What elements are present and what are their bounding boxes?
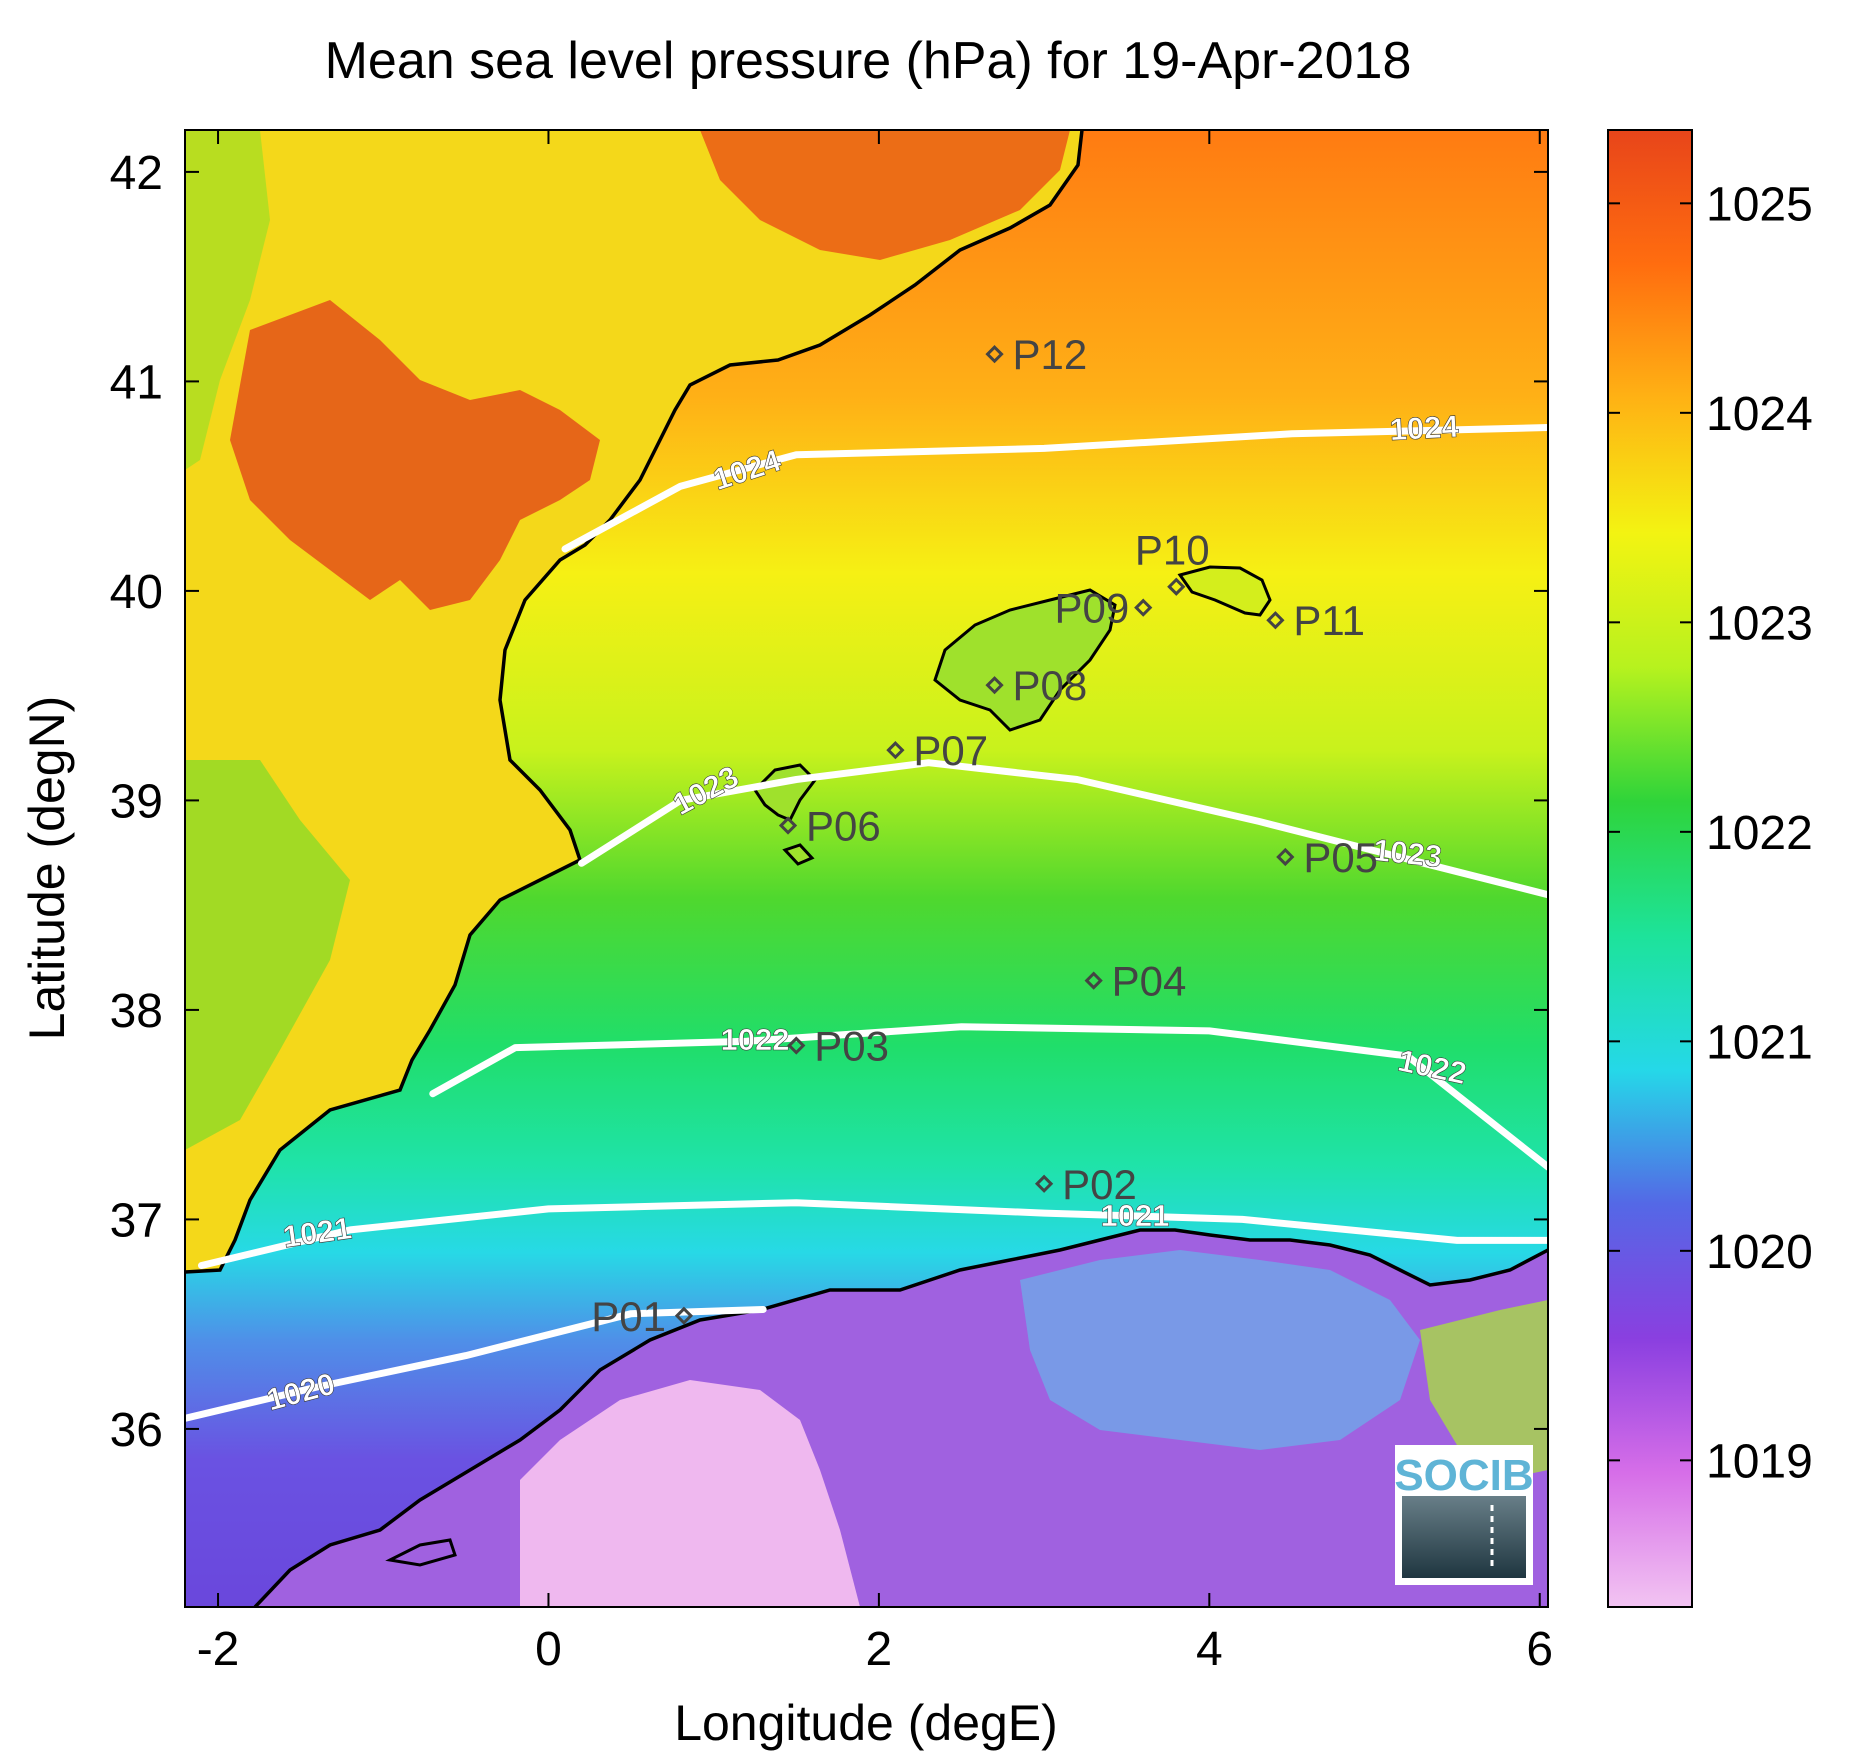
station-label: P10 xyxy=(1135,527,1210,574)
y-tick-label: 36 xyxy=(110,1404,163,1457)
isobar-line xyxy=(198,1199,1548,1269)
land-africa-lowest xyxy=(520,1380,860,1607)
colorbar xyxy=(1607,129,1693,1608)
station-label: P12 xyxy=(1013,331,1088,378)
x-axis-ticks: -2 0 2 4 6 xyxy=(197,130,1553,1676)
station-label: P05 xyxy=(1303,834,1378,881)
isobar-label: 1023 xyxy=(1371,832,1443,874)
island-alboran-like xyxy=(385,1538,457,1567)
station-marker xyxy=(985,345,1004,364)
y-tick-label: 39 xyxy=(110,775,163,828)
station-marker xyxy=(1266,611,1285,630)
station-marker xyxy=(1134,598,1153,617)
station-marker xyxy=(778,816,798,835)
x-tick-label: 2 xyxy=(866,1623,893,1676)
station-marker xyxy=(674,1306,694,1325)
y-axis-label: Latitude (degN) xyxy=(19,696,75,1041)
colorbar-ticks: 1019 1020 1021 1022 1023 1024 1025 xyxy=(1608,178,1813,1488)
y-axis-ticks: 36 37 38 39 40 41 42 xyxy=(110,147,1548,1457)
station-label: P07 xyxy=(913,727,988,774)
isobar-label: 1024 xyxy=(1389,409,1460,448)
isobar-label: 1022 xyxy=(720,1022,789,1057)
land-africa-green xyxy=(1420,1300,1548,1480)
station-marker xyxy=(1276,847,1295,867)
colorbar-tick-label: 1025 xyxy=(1706,178,1813,231)
station-label: P02 xyxy=(1062,1161,1137,1208)
colorbar-tick-label: 1019 xyxy=(1706,1435,1813,1488)
island-mallorca xyxy=(933,588,1117,732)
island-menorca xyxy=(1177,565,1272,617)
station-label: P09 xyxy=(1054,585,1129,632)
colorbar-tick-label: 1021 xyxy=(1706,1016,1813,1069)
station-marker xyxy=(985,676,1004,695)
x-tick-label: 6 xyxy=(1526,1623,1553,1676)
station-label: P08 xyxy=(1013,662,1088,709)
y-tick-label: 38 xyxy=(110,985,163,1038)
station-label: P06 xyxy=(806,803,881,850)
land-iberia-south xyxy=(185,760,350,1150)
colorbar-tick-label: 1022 xyxy=(1706,807,1813,860)
isobar-line xyxy=(578,759,1548,899)
station-label: P01 xyxy=(591,1293,666,1340)
station-marker xyxy=(1084,971,1103,990)
x-axis-label: Longitude (degE) xyxy=(674,1695,1058,1751)
plot-frame xyxy=(184,129,1549,1608)
x-tick-label: 4 xyxy=(1196,1623,1223,1676)
isobar-line xyxy=(429,1023,1548,1171)
isobar-line xyxy=(185,1306,767,1422)
station-marker xyxy=(886,741,905,760)
island-formentera xyxy=(782,843,815,866)
isobar-label: 1021 xyxy=(1100,1198,1169,1233)
isobar-line xyxy=(561,424,1548,553)
land-iberia-west xyxy=(185,130,270,470)
station-marker xyxy=(1034,1174,1054,1193)
land-iberia-north xyxy=(700,130,1070,260)
x-tick-label: -2 xyxy=(197,1623,240,1676)
land-iberia-highlands xyxy=(230,300,600,610)
station-label: P03 xyxy=(814,1023,889,1070)
y-tick-label: 37 xyxy=(110,1194,163,1247)
station-label: P04 xyxy=(1112,958,1187,1005)
colorbar-tick-label: 1023 xyxy=(1706,597,1813,650)
coastline-iberia xyxy=(185,130,1084,1274)
socib-logo: SOCIB xyxy=(1394,1445,1534,1585)
isobar-label: 1021 xyxy=(281,1210,354,1254)
chart-title: Mean sea level pressure (hPa) for 19-Apr… xyxy=(325,32,1412,90)
y-tick-label: 41 xyxy=(110,356,163,409)
y-tick-label: 40 xyxy=(110,566,163,619)
colorbar-tick-label: 1024 xyxy=(1706,388,1813,441)
coastline-africa xyxy=(253,1228,1548,1607)
x-tick-label: 0 xyxy=(535,1623,562,1676)
y-tick-label: 42 xyxy=(110,147,163,200)
station-marker xyxy=(1167,577,1186,596)
land-africa-east xyxy=(1020,1250,1420,1450)
colorbar-tick-label: 1020 xyxy=(1706,1226,1813,1279)
logo-text: SOCIB xyxy=(1394,1451,1533,1500)
station-marker xyxy=(787,1036,806,1055)
station-label: P11 xyxy=(1293,597,1365,644)
